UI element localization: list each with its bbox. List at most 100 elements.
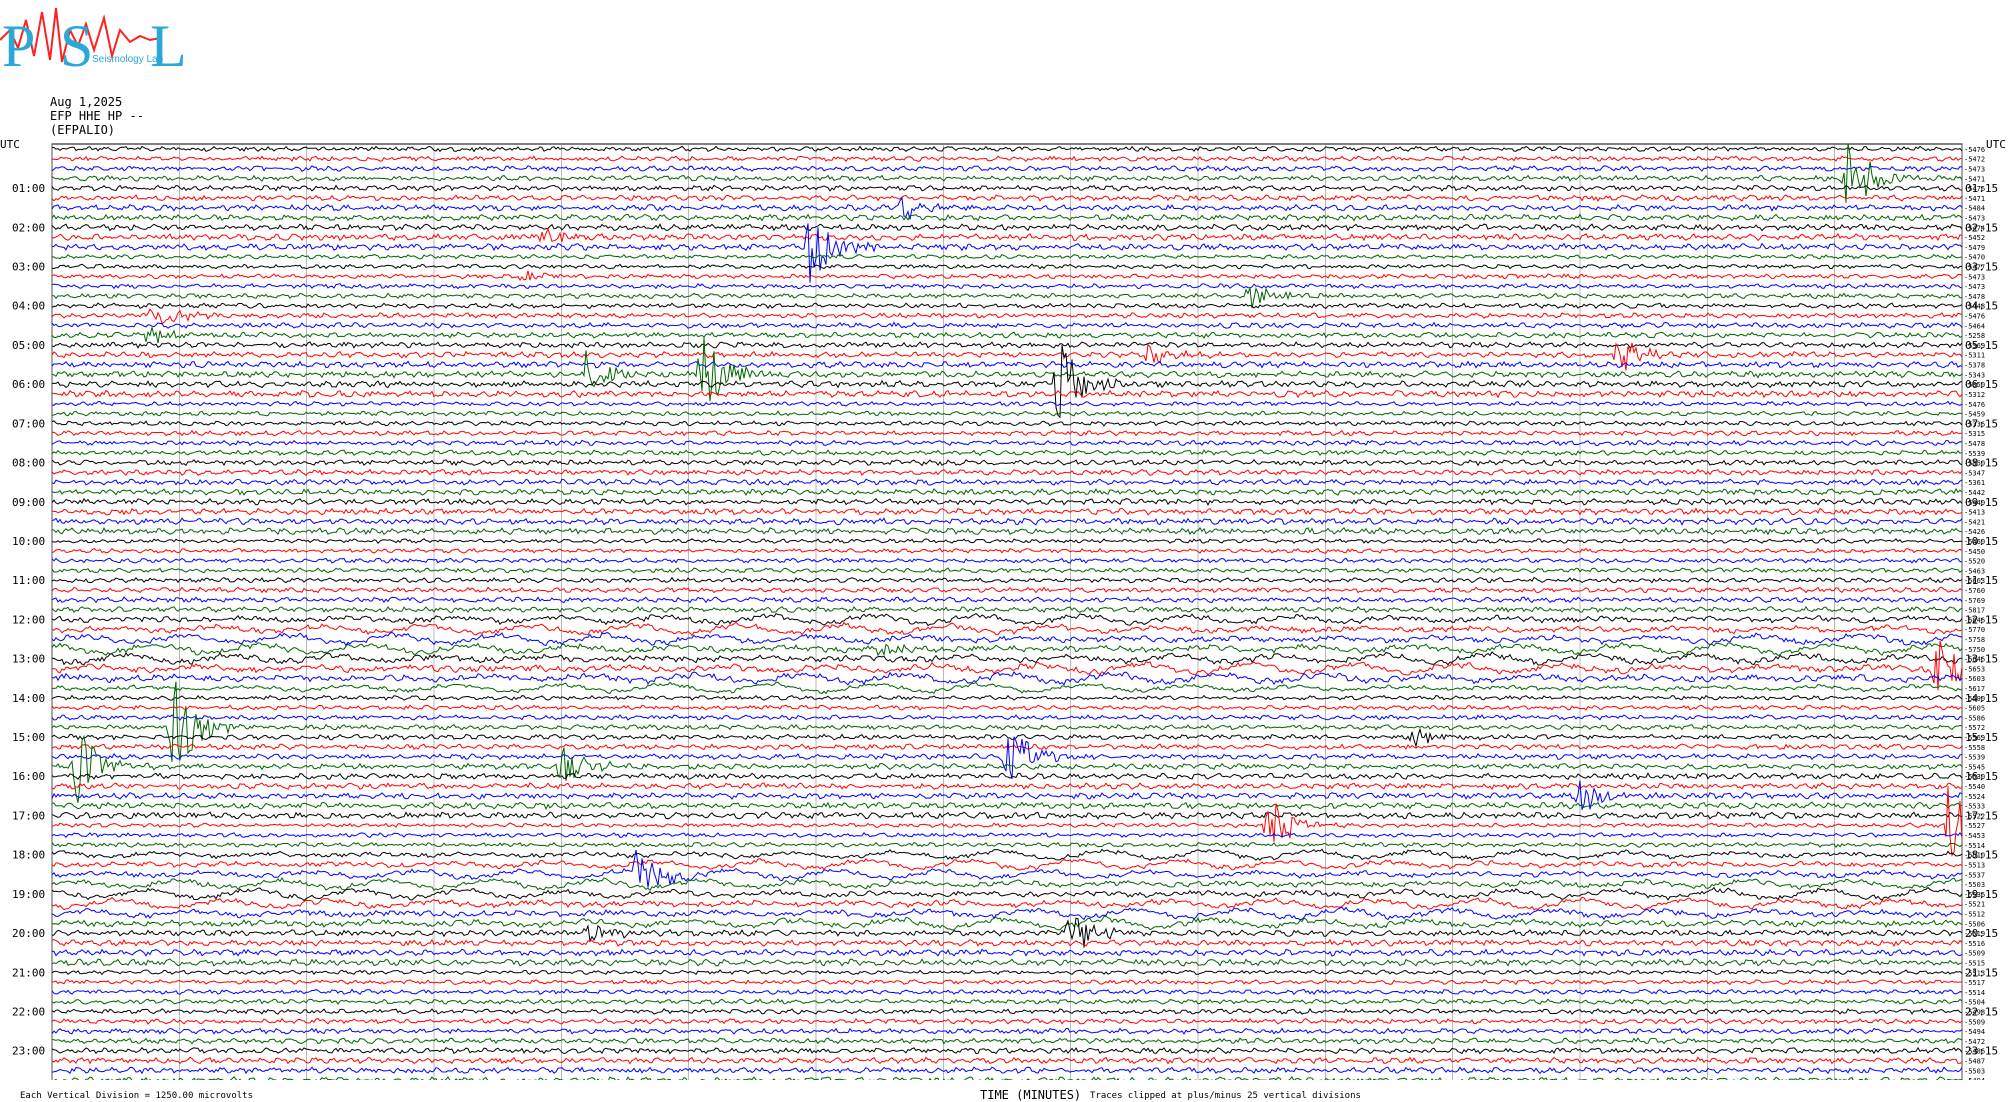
trace-offset-label: -5750 [1964, 646, 1985, 654]
seismic-trace [51, 360, 1963, 369]
left-hour-label: 21:00 [12, 966, 45, 979]
trace-offset-label: -5817 [1964, 607, 1985, 615]
trace-offset-label: -5514 [1964, 989, 1985, 997]
trace-offset-label: -5569 [1964, 734, 1985, 742]
seismic-trace [51, 811, 1963, 820]
right-hour-label: 18:15 [1965, 849, 1998, 862]
trace-offset-label: -5503 [1964, 881, 1985, 889]
trace-offset-label: -5494 [1964, 1028, 1985, 1036]
seismic-trace [51, 538, 1963, 544]
trace-offset-label: -5460 [1964, 538, 1985, 546]
trace-offset-label: -5590 [1964, 695, 1985, 703]
trace-offset-label: -5479 [1964, 244, 1985, 252]
seismic-trace [51, 345, 1963, 419]
trace-offset-label: -5421 [1964, 518, 1985, 526]
trace-offset-label: -5311 [1964, 352, 1985, 360]
trace-offset-label: -5478 [1964, 440, 1985, 448]
seismic-trace [51, 302, 1963, 310]
seismic-trace [51, 948, 1963, 957]
seismic-trace [51, 681, 1962, 695]
trace-offset-label: -5472 [1964, 156, 1985, 164]
seismic-trace [51, 1027, 1963, 1035]
left-hour-label: 05:00 [12, 339, 45, 352]
left-hour-label: 06:00 [12, 378, 45, 391]
header-station: (EFPALIO) [50, 123, 116, 137]
header-date: Aug 1,2025 [50, 95, 123, 109]
seismic-trace [51, 714, 1963, 721]
clip-note: Traces clipped at plus/minus 25 vertical… [1090, 1091, 1361, 1101]
seismic-trace [51, 596, 1963, 604]
seismic-trace [51, 651, 1963, 666]
trace-offset-label: -5494 [1964, 1077, 1985, 1080]
seismic-trace [51, 286, 1963, 309]
trace-offset-label: -5558 [1964, 744, 1985, 752]
trace-offset-label: -5536 [1964, 891, 1985, 899]
seismic-trace [51, 194, 1963, 202]
seismic-trace [51, 848, 1963, 862]
trace-offset-label: -5572 [1964, 724, 1985, 732]
seismic-trace [51, 704, 1963, 711]
seismic-trace [51, 938, 1963, 948]
seismic-trace [51, 487, 1963, 496]
seismic-trace [51, 389, 1963, 399]
seismic-trace [51, 958, 1963, 967]
trace-offset-label: -5539 [1964, 450, 1985, 458]
seismic-trace [51, 439, 1963, 447]
x-axis-label: TIME (MINUTES) [980, 1088, 1082, 1102]
trace-offset-label: -5350 [1964, 460, 1985, 468]
seismic-trace [51, 468, 1963, 476]
seismic-trace [51, 478, 1963, 486]
seismic-trace [51, 223, 1963, 232]
trace-offset-label: -5513 [1964, 969, 1985, 977]
right-hour-label: 20:15 [1965, 927, 1998, 940]
left-hour-label: 15:00 [12, 731, 45, 744]
trace-offset-label: -5513 [1964, 861, 1985, 869]
left-hour-label: 22:00 [12, 1005, 45, 1018]
left-hour-label: 10:00 [12, 535, 45, 548]
seismic-trace [51, 336, 1963, 402]
seismic-trace [51, 497, 1963, 507]
left-hour-label: 14:00 [12, 692, 45, 705]
seismic-trace [51, 969, 1963, 976]
seismic-trace [51, 223, 1963, 283]
seismic-trace [51, 410, 1963, 417]
seismic-trace [51, 727, 1963, 749]
trace-offset-label: -5537 [1964, 871, 1985, 879]
left-hour-label: 07:00 [12, 417, 45, 430]
trace-offset-label: -5605 [1964, 705, 1985, 713]
seismic-trace [51, 165, 1963, 172]
trace-offset-label: -5343 [1964, 371, 1985, 379]
right-hour-label: 06:15 [1965, 378, 1998, 391]
trace-offset-label: -5758 [1964, 636, 1985, 644]
seismic-trace [51, 915, 1963, 931]
trace-offset-label: -5509 [1964, 1018, 1985, 1026]
trace-offset-label: -5453 [1964, 832, 1985, 840]
trace-offset-label: -5516 [1964, 940, 1985, 948]
seismic-trace [51, 400, 1963, 407]
right-hour-label: 05:15 [1965, 339, 1998, 352]
psl-logo: P S L Seismology Lab [0, 7, 187, 79]
seismic-trace [51, 832, 1963, 839]
trace-offset-label: -5533 [1964, 803, 1985, 811]
trace-offset-label: -5473 [1964, 283, 1985, 291]
seismic-trace [51, 270, 1963, 282]
logo-letter-s: S [60, 13, 93, 79]
seismic-trace [51, 671, 1963, 686]
seismic-trace [51, 772, 1963, 781]
seismic-trace [51, 841, 1963, 849]
seismic-trace [51, 896, 1963, 911]
trace-offset-label: -5519 [1964, 930, 1985, 938]
seismic-trace [51, 641, 1963, 657]
seismic-trace [51, 681, 1963, 762]
trace-offset-label: -5540 [1964, 783, 1985, 791]
seismic-trace [51, 858, 1963, 871]
seismic-trace [51, 213, 1963, 222]
trace-offset-label: -5476 [1964, 185, 1985, 193]
seismic-trace [51, 507, 1963, 516]
trace-offset-label: -5760 [1964, 587, 1985, 595]
trace-offset-label: -5586 [1964, 714, 1985, 722]
seismic-trace [51, 282, 1963, 290]
seismic-trace [51, 184, 1963, 192]
trace-offset-label: -5530 [1964, 773, 1985, 781]
right-hour-label: 16:15 [1965, 770, 1998, 783]
